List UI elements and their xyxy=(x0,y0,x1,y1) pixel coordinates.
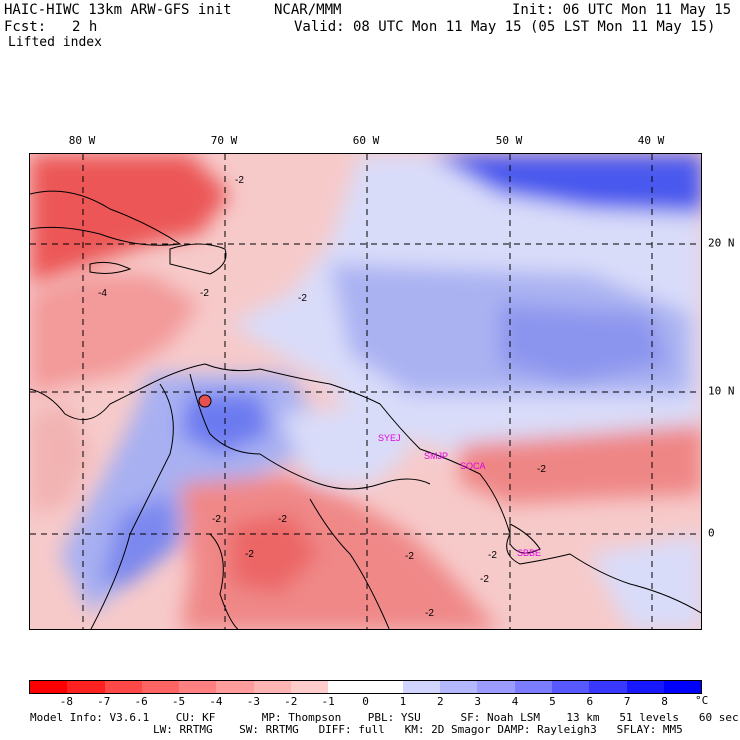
contour-label: -2 xyxy=(537,464,546,475)
colorbar-segment xyxy=(477,681,515,693)
colorbar-segment xyxy=(402,681,441,693)
colorbar-tick-label: 2 xyxy=(436,695,444,708)
fcst-value: 2 h xyxy=(72,19,98,35)
colorbar-tick-label: 3 xyxy=(474,695,481,708)
map-canvas: -2 -2 -2 -4 -2 -2 -2 -2 -2 -2 -2 -2 SYEJ SMJP SOCA SBB… xyxy=(30,154,701,629)
contour-label: -2 xyxy=(298,293,307,304)
colorbar-tick-label: -5 xyxy=(171,695,186,708)
lat-label: 0 xyxy=(708,526,715,540)
colorbar-segment xyxy=(626,681,664,693)
colorbar-tick-label: -2 xyxy=(284,695,298,708)
colorbar-tick-label: 1 xyxy=(399,695,407,708)
colorbar-tick-label: 6 xyxy=(586,695,594,708)
valid-time: Valid: 08 UTC Mon 11 May 15 (05 LST Mon … xyxy=(294,19,716,35)
contour-label: -2 xyxy=(425,608,434,619)
colorbar xyxy=(29,680,702,694)
colorbar-segment xyxy=(253,681,291,693)
colorbar-segment xyxy=(365,681,403,693)
colorbar-tick-label: 0 xyxy=(362,695,369,708)
lon-label: 60 W xyxy=(352,134,380,147)
colorbar-tick-label: 4 xyxy=(511,695,519,708)
colorbar-segment xyxy=(67,681,105,693)
contour-label: -2 xyxy=(480,574,489,585)
colorbar-tick-label: 8 xyxy=(661,695,668,708)
station-label: SMJP xyxy=(424,451,448,461)
colorbar-tick-label: -7 xyxy=(97,695,111,708)
colorbar-segment xyxy=(30,681,68,693)
model-info-line1: Model Info: V3.6.1 CU: KF MP: Thompson P… xyxy=(30,711,739,724)
lon-label: 40 W xyxy=(637,134,665,147)
contour-label: -2 xyxy=(212,514,221,525)
fcst-label: Fcst: xyxy=(4,19,47,35)
model-title: HAIC-HIWC 13km ARW-GFS init xyxy=(4,2,232,18)
colorbar-segment xyxy=(179,681,217,693)
station-label: SBBE xyxy=(517,548,541,558)
colorbar-segment xyxy=(663,681,702,693)
colorbar-segment xyxy=(589,681,627,693)
lon-label: 70 W xyxy=(210,134,238,147)
colorbar-tick-label: -3 xyxy=(246,695,260,708)
lat-label: 20 N xyxy=(708,236,735,250)
colorbar-tick-label: 7 xyxy=(623,695,631,708)
contour-label: -2 xyxy=(278,514,287,525)
colorbar-segment xyxy=(514,681,552,693)
field-name: Lifted index xyxy=(8,35,102,50)
colorbar-tick-label: 5 xyxy=(549,695,556,708)
contour-label: -2 xyxy=(245,549,254,560)
contour-label: -2 xyxy=(200,288,209,299)
contour-label: -4 xyxy=(98,288,107,299)
contour-label: -2 xyxy=(235,175,244,186)
colorbar-tick-label: -4 xyxy=(209,695,223,708)
colorbar-tick-label: -1 xyxy=(321,695,335,708)
contour-label: -2 xyxy=(488,550,497,561)
colorbar-segment xyxy=(440,681,478,693)
init-time: Init: 06 UTC Mon 11 May 15 xyxy=(512,2,732,18)
colorbar-segment xyxy=(551,681,590,693)
colorbar-segment xyxy=(328,681,366,693)
lon-label: 80 W xyxy=(68,134,96,147)
lon-label: 50 W xyxy=(495,134,523,147)
station-label: SYEJ xyxy=(378,433,401,443)
colorbar-segment xyxy=(104,681,142,693)
colorbar-tick-label: -8 xyxy=(59,695,73,708)
colorbar-segment xyxy=(141,681,180,693)
colorbar-segment xyxy=(216,681,254,693)
colorbar-unit: °C xyxy=(695,694,709,707)
org-label: NCAR/MMM xyxy=(274,2,342,18)
colorbar-tick-label: -6 xyxy=(134,695,148,708)
lifted-index-map: -2 -2 -2 -4 -2 -2 -2 -2 -2 -2 -2 -2 SYEJ SMJP SOCA SBB… xyxy=(29,153,702,630)
station-label: SOCA xyxy=(460,461,486,471)
model-info-line2: LW: RRTMG SW: RRTMG DIFF: full KM: 2D Sm… xyxy=(153,723,683,736)
contour-label: -2 xyxy=(405,551,414,562)
lat-label: 10 N xyxy=(708,384,735,398)
colorbar-segment xyxy=(290,681,329,693)
